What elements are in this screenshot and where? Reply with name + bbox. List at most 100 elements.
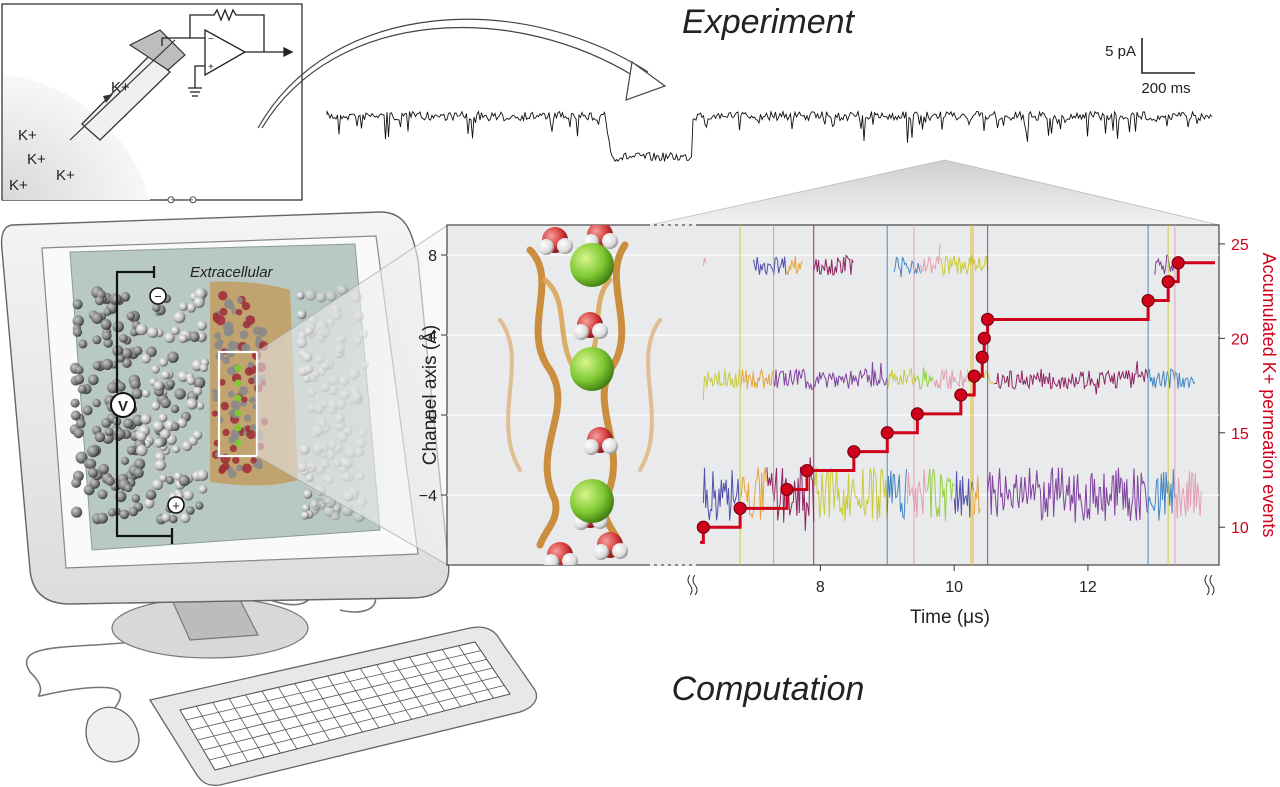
voltage-label: V [118,398,128,415]
ion-trace [753,256,787,276]
y-tick-label: 0 [428,408,437,425]
ion-trace [1174,470,1202,519]
ion-trace [933,368,967,390]
experiment-title: Experiment [682,3,856,41]
ion-trace [702,467,740,521]
ion-trace [913,367,934,390]
minus-terminal-label: − [154,289,162,304]
y-tick-label: 4 [428,328,437,345]
computation-title: Computation [672,670,865,708]
y-axis: 8 4 0 −4 [419,248,447,505]
patch-clamp-inset: − + K+ K+ K+ K+ K+ [1,3,303,204]
zoom-lines [256,224,449,566]
permeation-event-marker [975,350,989,364]
ion-trace [893,256,921,278]
ion-trajectories [702,244,1202,531]
permeation-event-marker [780,482,794,497]
permeation-event-marker [980,312,995,327]
permeation-event-marker [1171,256,1185,270]
permeation-event-marker [696,520,710,534]
permeation-steps [696,256,1215,544]
amplifier-circuit: − + [161,8,294,97]
plus-terminal-label: + [172,498,180,513]
extracellular-label: Extracellular [190,264,274,281]
lipid-bilayer [167,196,197,204]
current-trace [326,109,1213,163]
permeation-event-marker [800,463,814,478]
potassium-ion-icon [570,347,614,391]
zoom-fan [649,159,1220,226]
ion-trace [1154,254,1175,275]
scale-time: 200 ms [1141,80,1190,97]
ion-trace [953,471,974,518]
ion-trace [773,368,814,391]
y2-tick-label: 25 [1231,237,1249,254]
x-axis: 8 10 12 [650,223,1097,596]
x-tick-label: 10 [945,579,963,596]
y2-tick-label: 15 [1231,426,1249,443]
ion-trace [702,369,740,400]
ion-trace [813,362,888,389]
selectivity-filter-structure [498,225,662,565]
y2-tick-label: 20 [1231,331,1249,348]
ion-trace [739,367,773,389]
ion-trace [813,254,854,276]
permeation-event-marker [733,501,747,515]
channel-protein [211,291,269,479]
ion-trace [1147,468,1175,521]
permeation-event-marker [910,407,924,421]
ion-label-4: K+ [9,177,28,194]
mouse-icon [85,706,140,763]
ion-label-2: K+ [27,151,46,168]
svg-text:+: + [208,62,214,73]
ion-trace [906,469,927,518]
permeation-event-marker [977,331,991,345]
axis-break-icon [687,574,1215,596]
permeation-event-marker [967,369,981,383]
ion-trace [940,255,989,277]
permeation-event-marker [847,445,861,459]
ion-trace [973,475,981,515]
y2-axis: 25 20 15 10 [1219,237,1249,537]
scale-bar: 5 pA 200 ms [1105,38,1195,97]
minus-terminal-icon [149,287,167,305]
y2-axis-label: Accumulated K+ permeation events [1259,253,1279,538]
svg-text:−: − [208,34,214,45]
ion-trace [926,468,955,521]
ion-label-3: K+ [56,167,75,184]
keyboard [148,626,538,786]
ion-label-pipette: K+ [111,79,130,96]
plus-terminal-icon [167,496,185,514]
ion-trace [786,256,803,275]
ion-trace [739,467,767,520]
potassium-ion-icon [570,479,614,523]
ion-trace [813,467,888,522]
ion-trace [1147,368,1196,389]
y-axis-label: Channel axis (Å) [420,325,441,465]
patch-pipette [69,29,186,141]
ion-trace [886,367,915,389]
y-tick-label: −4 [419,488,437,505]
x-axis-label: Time (μs) [910,607,990,628]
ion-trace [994,361,1149,395]
permeation-event-marker [880,426,894,440]
y2-tick-label: 10 [1231,520,1249,537]
permeation-plot: 8 4 0 −4 25 20 15 10 8 10 12 Time (μs) Channel a… [419,223,1279,628]
y-tick-label: 8 [428,248,437,265]
curved-arrow-icon [257,18,667,129]
scale-current: 5 pA [1105,43,1136,60]
ion-trace [766,457,815,531]
permeation-event-marker [1141,293,1155,308]
permeation-event-marker [954,388,968,402]
ion-trace [987,467,1148,523]
ion-label-1: K+ [18,127,37,144]
permeation-event-marker [1161,275,1175,289]
potassium-ion-icon [570,243,614,287]
voltage-source-icon [110,392,136,418]
x-tick-label: 12 [1079,579,1097,596]
x-tick-label: 8 [816,579,825,596]
ion-trace [886,469,907,521]
ion-trace [920,244,941,274]
ion-trace [702,257,707,266]
